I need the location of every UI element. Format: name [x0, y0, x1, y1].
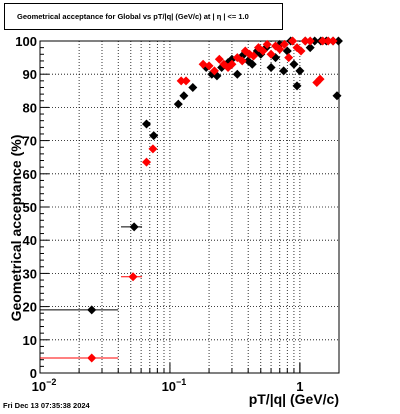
data-point: [173, 99, 183, 109]
data-point: [300, 36, 310, 46]
data-point: [282, 46, 292, 56]
data-point: [279, 39, 289, 49]
y-tick-label: 40: [23, 233, 37, 248]
data-point: [129, 222, 139, 232]
data-point: [323, 36, 333, 46]
data-point: [181, 76, 191, 86]
x-tick-label: 10−1: [162, 377, 187, 394]
data-point: [318, 36, 328, 46]
data-point: [266, 49, 276, 59]
y-tick-label: 70: [23, 134, 37, 149]
timestamp: Fri Dec 13 07:35:38 2024: [3, 401, 90, 410]
data-point: [148, 144, 158, 154]
data-point: [188, 82, 198, 92]
y-tick-label: 0: [30, 366, 37, 381]
x-tick-label: 1: [296, 379, 303, 394]
data-point: [237, 56, 247, 66]
data-point: [292, 81, 302, 91]
data-point: [209, 66, 219, 76]
data-point: [247, 59, 257, 69]
data-point: [315, 74, 325, 84]
data-point: [128, 272, 138, 282]
data-point: [266, 63, 276, 73]
data-point: [217, 63, 227, 73]
data-point: [305, 43, 315, 53]
data-point: [227, 59, 237, 69]
data-point: [289, 59, 299, 69]
data-point: [328, 36, 338, 46]
grid-lines: [40, 41, 339, 373]
y-tick-label: 10: [23, 333, 37, 348]
data-markers: [40, 36, 343, 363]
data-point: [279, 66, 289, 76]
data-point: [141, 119, 151, 129]
data-point: [87, 305, 97, 315]
y-tick-label: 80: [23, 100, 37, 115]
data-point: [333, 36, 343, 46]
data-point: [176, 76, 186, 86]
chart-title-box: Geometrical acceptance for Global vs pT/…: [4, 3, 283, 30]
data-point: [214, 54, 224, 64]
y-tick-label: 90: [23, 67, 37, 82]
x-tick-label: 10−2: [32, 377, 57, 394]
data-point: [87, 353, 97, 363]
y-tick-label: 100: [15, 34, 37, 49]
y-tick-label: 20: [23, 300, 37, 315]
data-point: [249, 51, 259, 61]
y-tick-label: 50: [23, 200, 37, 215]
data-point: [223, 63, 233, 73]
data-point: [232, 69, 242, 79]
data-point: [310, 36, 320, 46]
y-tick-label: 60: [23, 167, 37, 182]
data-point: [275, 44, 285, 54]
data-point: [296, 46, 306, 56]
data-point: [201, 63, 211, 73]
data-point: [258, 46, 268, 56]
data-point: [284, 53, 294, 63]
axes: 0 10 20 30 40 50 60 70 80 90 100 10−2 10−1 1: [15, 34, 303, 394]
data-point: [305, 36, 315, 46]
data-point: [295, 66, 305, 76]
data-point: [332, 91, 342, 101]
chart-title: Geometrical acceptance for Global vs pT/…: [17, 12, 249, 21]
y-tick-label: 30: [23, 266, 37, 281]
data-point: [204, 61, 214, 71]
data-point: [149, 131, 159, 141]
data-point: [262, 39, 272, 49]
data-point: [141, 157, 151, 167]
data-point: [288, 36, 298, 46]
data-point: [179, 91, 189, 101]
x-axis-title: pT/|q| (GeV/c): [249, 391, 339, 407]
y-axis-title: Geometrical acceptance (%): [8, 135, 24, 322]
